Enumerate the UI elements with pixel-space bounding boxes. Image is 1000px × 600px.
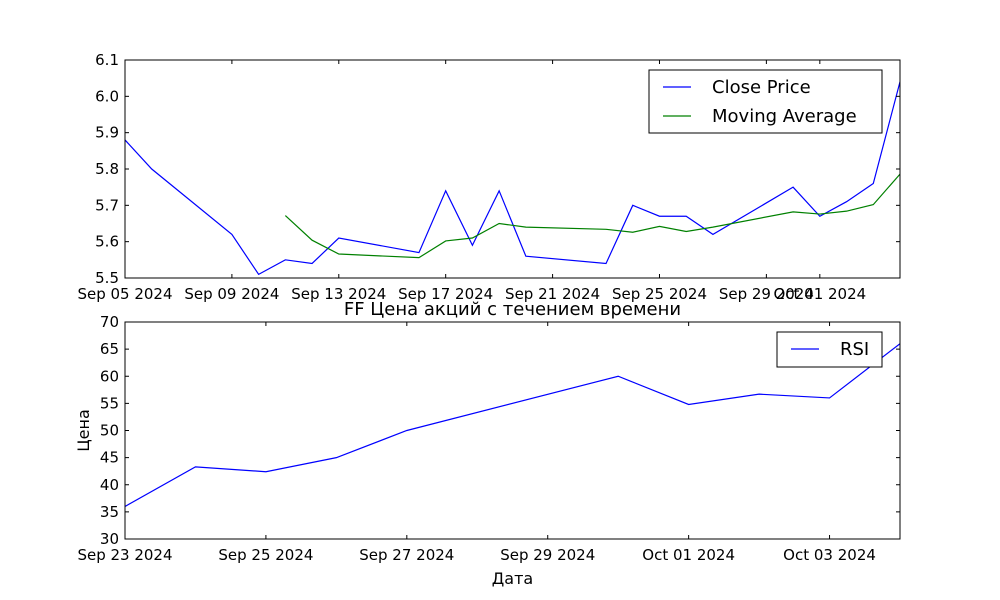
x-tick-label: Sep 27 2024 [359,546,454,564]
x-tick-label: Sep 13 2024 [291,285,386,303]
x-tick-label: Sep 25 2024 [612,285,707,303]
y-tick-label: 45 [100,449,119,467]
y-tick-label: 60 [100,367,119,385]
series-line-moving-average [284,173,900,259]
x-tick-label: Sep 29 2024 [500,546,595,564]
x-tick-label: Oct 01 2024 [642,546,735,564]
legend-box [648,69,883,134]
legend-label: Moving Average [712,106,857,127]
x-tick-label: Oct 03 2024 [783,546,876,564]
y-tick-label: 40 [100,476,119,494]
x-tick-label: Sep 17 2024 [398,285,493,303]
y-tick-label: 5.9 [95,124,119,142]
chart-2: 30 35 40 45 50 55 60 65 70 Sep 23 2024 Sep 25 2024… [74,299,901,588]
y-tick-label: 55 [100,394,119,412]
x-axis-label: Дата [492,569,533,588]
legend: Close Price Moving Average [648,69,883,134]
x-tick-label: Sep 09 2024 [184,285,279,303]
chart-1: 5.5 5.6 5.7 5.8 5.9 6.0 6.1 Sep 05 2024 Sep 09 2… [77,51,901,303]
legend-label: Close Price [712,77,811,98]
y-tick-label: 6.1 [95,51,119,69]
y-tick-label: 65 [100,340,119,358]
legend-label: RSI [840,339,869,360]
y-tick-label: 35 [100,503,119,521]
x-tick-label: Sep 05 2024 [77,285,172,303]
y-tick-label: 5.7 [95,196,119,214]
y-tick-label: 30 [100,530,119,548]
x-tick-label: Sep 29 2024 [719,285,814,303]
y-tick-label: 70 [100,313,119,331]
series-line-close-price [125,81,900,276]
y-tick-label: 5.5 [95,269,119,287]
y-tick-label: 50 [100,422,119,440]
x-tick-label: Sep 21 2024 [505,285,600,303]
x-tick-label: Oct 01 2024 [773,285,866,303]
y-axis-label: Цена [74,409,93,452]
chart-title: FF Цена акций с течением времени [344,299,681,320]
series-line-rsi [125,343,900,507]
x-tick-label: Sep 23 2024 [77,546,172,564]
y-tick-label: 5.8 [95,160,119,178]
legend: RSI [776,331,883,368]
y-tick-label: 6.0 [95,87,119,105]
y-tick-label: 5.6 [95,233,119,251]
x-tick-label: Sep 25 2024 [218,546,313,564]
